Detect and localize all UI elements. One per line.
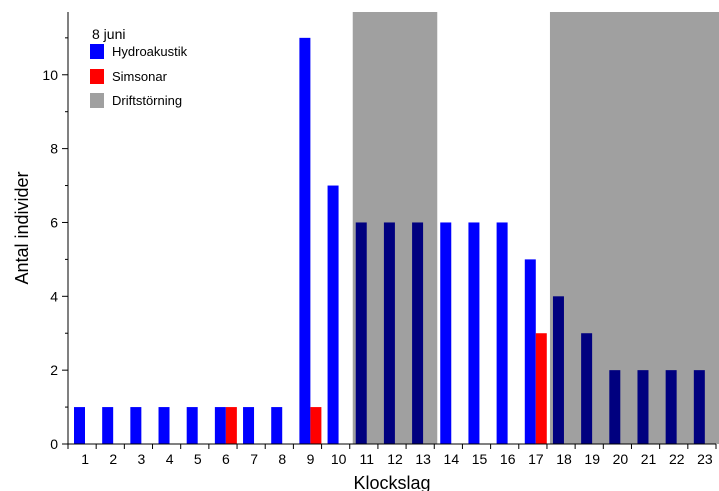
y-tick-label-4: 4 xyxy=(50,288,58,304)
y-axis-title: Antal individer xyxy=(12,171,32,284)
legend-swatch-simsonar xyxy=(90,69,104,84)
x-tick-label-20: 20 xyxy=(613,451,629,467)
x-tick-label-6: 6 xyxy=(222,451,230,467)
bar-hydroakustik-7 xyxy=(243,407,255,444)
legend-swatch-hydroakustik xyxy=(90,44,104,59)
x-tick-label-3: 3 xyxy=(138,451,146,467)
x-tick-label-15: 15 xyxy=(472,451,488,467)
disturbance-band-2 xyxy=(549,12,719,444)
x-tick-label-18: 18 xyxy=(556,451,572,467)
legend-label-driftstorning: Driftstörning xyxy=(112,93,182,108)
bar-hydroakustik-13 xyxy=(412,222,424,444)
bar-hydroakustik-6 xyxy=(214,407,226,444)
x-tick-label-7: 7 xyxy=(250,451,258,467)
bar-hydroakustik-17 xyxy=(524,259,536,444)
bar-hydroakustik-11 xyxy=(355,222,367,444)
x-tick-label-12: 12 xyxy=(387,451,403,467)
disturbance-bands xyxy=(352,12,719,444)
bar-hydroakustik-9 xyxy=(299,37,311,444)
bar-hydroakustik-21 xyxy=(637,370,649,444)
y-tick-label-6: 6 xyxy=(50,214,58,230)
bar-hydroakustik-23 xyxy=(693,370,705,444)
bar-hydroakustik-4 xyxy=(158,407,170,444)
y-tick-label-10: 10 xyxy=(42,67,58,83)
bar-hydroakustik-8 xyxy=(271,407,283,444)
bar-hydroakustik-3 xyxy=(130,407,142,444)
x-tick-label-4: 4 xyxy=(166,451,174,467)
x-tick-label-19: 19 xyxy=(584,451,600,467)
y-tick-label-2: 2 xyxy=(50,362,58,378)
bar-hydroakustik-20 xyxy=(609,370,621,444)
bar-hydroakustik-2 xyxy=(102,407,114,444)
bar-hydroakustik-15 xyxy=(468,222,480,444)
x-tick-label-9: 9 xyxy=(307,451,315,467)
bar-hydroakustik-14 xyxy=(440,222,452,444)
x-tick-label-8: 8 xyxy=(278,451,286,467)
bars xyxy=(74,37,705,445)
bar-hydroakustik-12 xyxy=(383,222,395,444)
x-tick-label-13: 13 xyxy=(415,451,431,467)
x-tick-label-2: 2 xyxy=(109,451,117,467)
x-tick-label-14: 14 xyxy=(444,451,460,467)
x-tick-label-1: 1 xyxy=(81,451,89,467)
bar-hydroakustik-1 xyxy=(74,407,85,444)
x-tick-label-5: 5 xyxy=(194,451,202,467)
x-tick-label-21: 21 xyxy=(641,451,657,467)
x-tick-label-11: 11 xyxy=(360,451,375,467)
y-tick-label-0: 0 xyxy=(50,436,58,452)
bar-simsonar-6 xyxy=(225,407,237,444)
bar-hydroakustik-19 xyxy=(581,333,593,444)
x-tick-label-16: 16 xyxy=(500,451,516,467)
x-tick-label-10: 10 xyxy=(331,451,347,467)
x-tick-label-23: 23 xyxy=(697,451,713,467)
y-tick-label-8: 8 xyxy=(50,141,58,157)
bar-hydroakustik-18 xyxy=(552,296,564,444)
bar-hydroakustik-10 xyxy=(327,185,339,445)
bar-simsonar-9 xyxy=(310,407,322,444)
x-tick-label-22: 22 xyxy=(669,451,685,467)
x-tick-label-17: 17 xyxy=(528,451,544,467)
bar-hydroakustik-22 xyxy=(665,370,677,444)
legend-label-simsonar: Simsonar xyxy=(112,69,168,84)
legend-label-hydroakustik: Hydroakustik xyxy=(112,44,188,59)
legend-swatch-driftstorning xyxy=(90,93,104,108)
disturbance-band-1 xyxy=(352,12,438,444)
bar-simsonar-17 xyxy=(535,333,547,444)
x-axis-title: Klockslag xyxy=(353,473,430,491)
legend-title: 8 juni xyxy=(92,26,125,42)
legend: 8 juni Hydroakustik Simsonar Driftstörni… xyxy=(90,26,188,108)
bar-hydroakustik-5 xyxy=(186,407,198,444)
bar-hydroakustik-16 xyxy=(496,222,508,444)
